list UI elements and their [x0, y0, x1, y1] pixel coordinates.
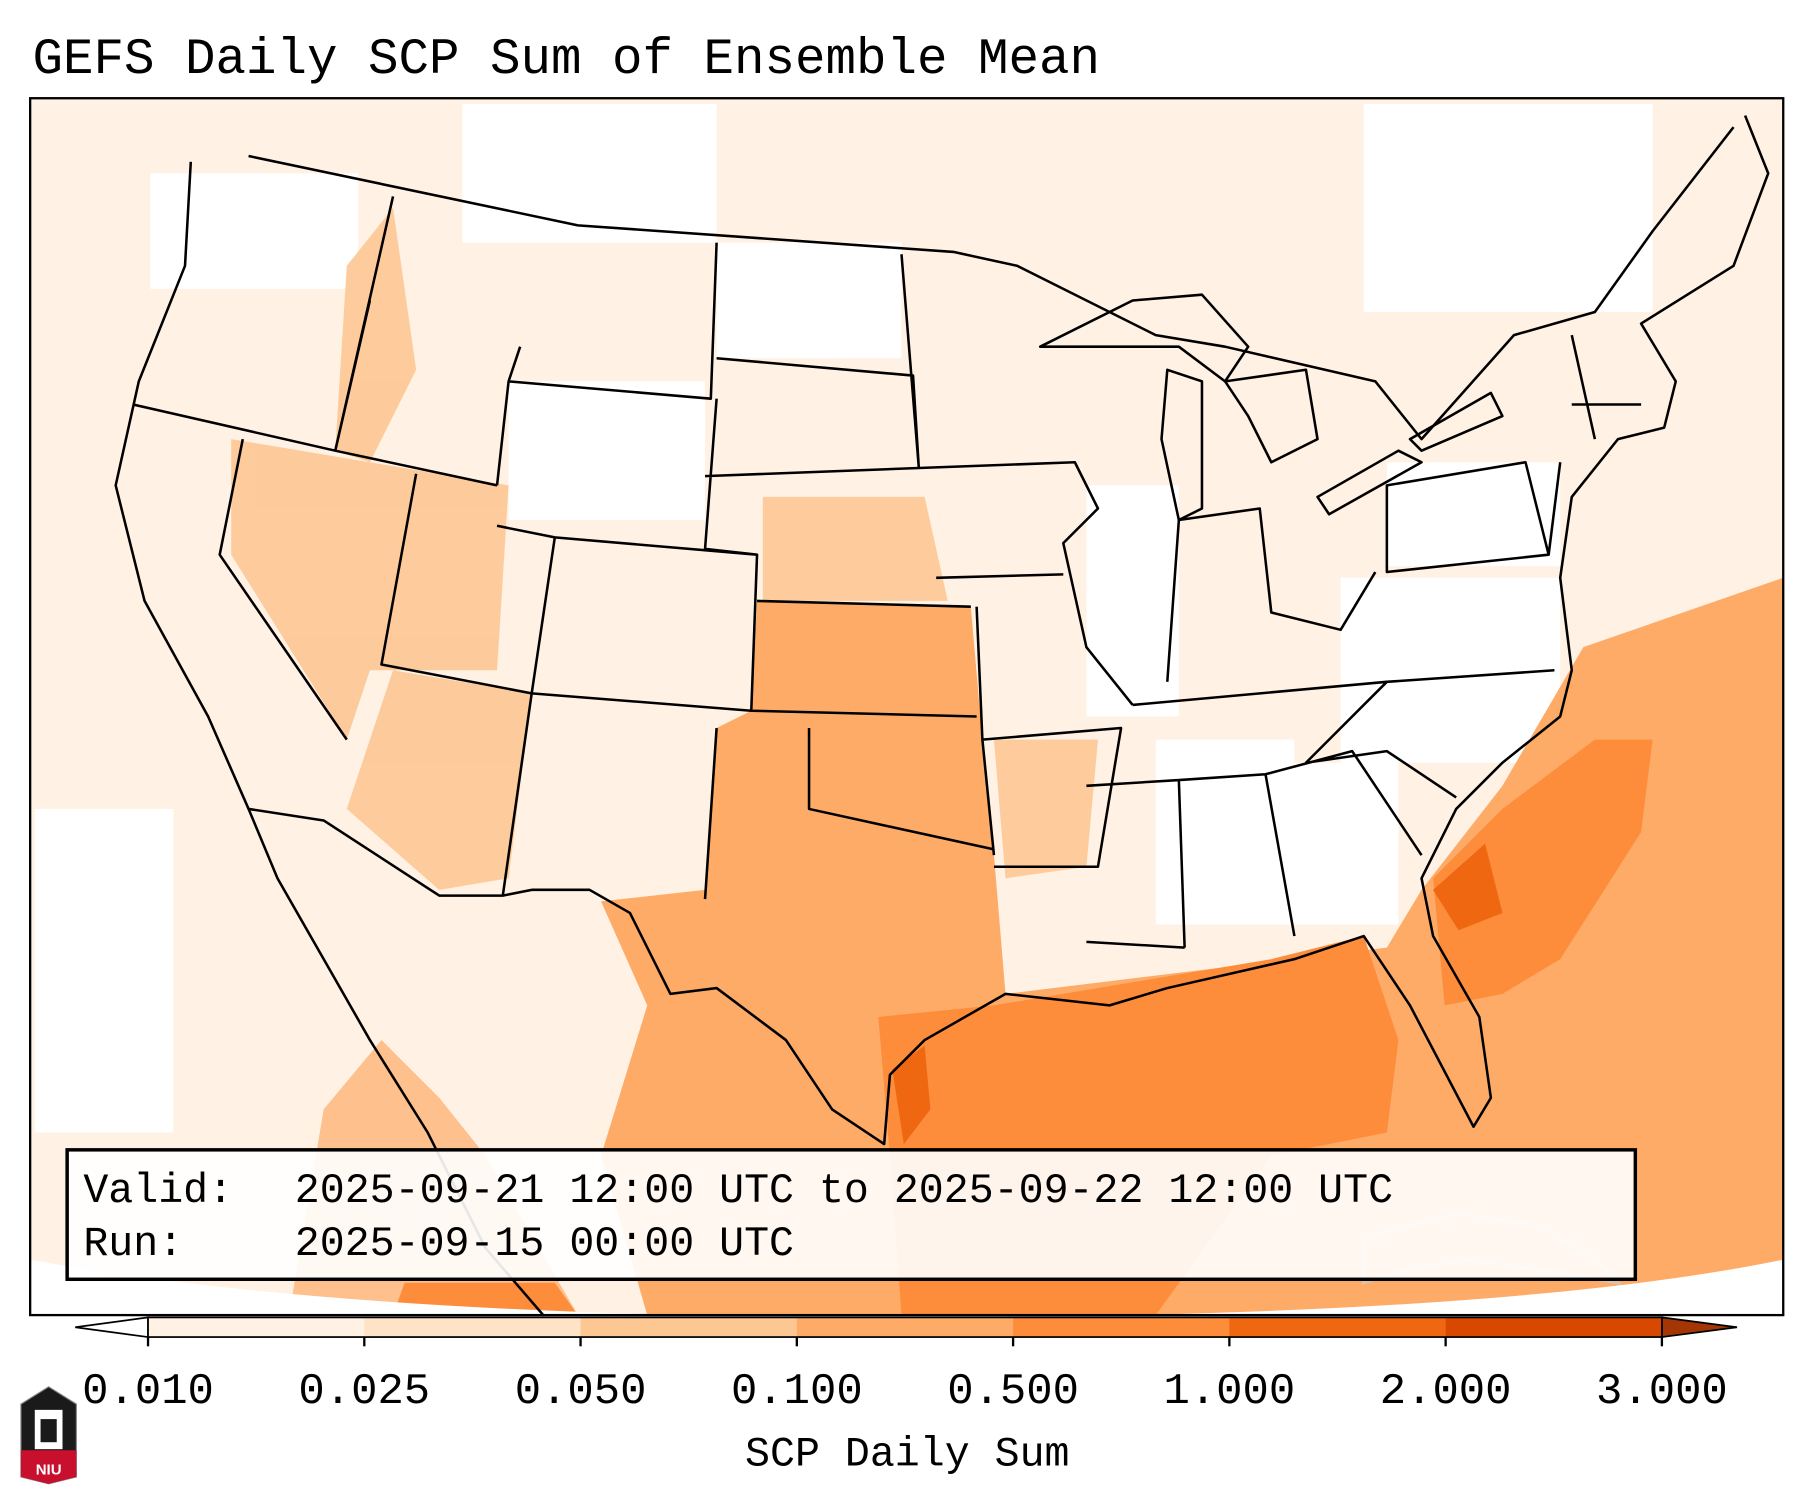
- colorbar-outline: [147, 1316, 1663, 1338]
- colorbar-tick-label-1: 0.025: [298, 1367, 430, 1417]
- colorbar-tick-label-7: 3.000: [1596, 1367, 1728, 1417]
- colorbar-bin-5: [1229, 1317, 1447, 1338]
- colorbar-bin-0: [148, 1317, 365, 1338]
- state-lines: [132, 196, 1642, 949]
- colorbar-tick-label-6: 2.000: [1380, 1367, 1512, 1417]
- domain-edge-white: [30, 1259, 1784, 1316]
- colorbar-extend-under: [75, 1316, 149, 1339]
- white-patches: [34, 104, 1653, 1133]
- colorbar-label: SCP Daily Sum: [745, 1431, 1069, 1478]
- colorbar-bin-3: [796, 1317, 1014, 1338]
- colorbar-bin-2: [580, 1317, 798, 1338]
- valid-label: Valid:: [83, 1168, 233, 1215]
- boundaries: [114, 115, 1770, 1316]
- map-area: [30, 98, 1784, 1316]
- run-label: Run:: [83, 1221, 183, 1268]
- chart-title: GEFS Daily SCP Sum of Ensemble Mean: [32, 32, 1100, 89]
- run-value: 2025-09-15 00:00 UTC: [295, 1221, 794, 1268]
- us-canada-border: [248, 126, 1735, 441]
- colorbar-tick-label-2: 0.050: [515, 1367, 647, 1417]
- valid-value: 2025-09-21 12:00 UTC to 2025-09-22 12:00…: [295, 1168, 1393, 1215]
- shading-0050-0100: [231, 208, 1098, 890]
- colorbar-tick-label-0: 0.010: [82, 1367, 214, 1417]
- info-box-frame: [65, 1148, 1638, 1282]
- map-frame: [29, 97, 1785, 1317]
- colorbar-extend-over: [1661, 1316, 1738, 1339]
- colorbar-tick-label-5: 1.000: [1163, 1367, 1295, 1417]
- colorbar-tick-label-3: 0.100: [731, 1367, 863, 1417]
- colorbar-bin-1: [364, 1317, 582, 1338]
- logo-text: NIU: [36, 1462, 62, 1479]
- niu-logo: NIU: [20, 1386, 77, 1485]
- shading-1000-2000: [892, 843, 1503, 1145]
- colorbar: 0.010 0.025 0.050 0.100 0.500 1.000 2.000 3.000: [75, 1316, 1738, 1417]
- great-lakes: [1038, 293, 1504, 522]
- colorbar-bin-6: [1445, 1317, 1663, 1338]
- colorbar-bin-4: [1013, 1317, 1230, 1338]
- info-box: Valid: 2025-09-21 12:00 UTC to 2025-09-2…: [65, 1148, 1638, 1282]
- us-coastline: [114, 115, 1770, 1146]
- colorbar-tick-label-4: 0.500: [947, 1367, 1079, 1417]
